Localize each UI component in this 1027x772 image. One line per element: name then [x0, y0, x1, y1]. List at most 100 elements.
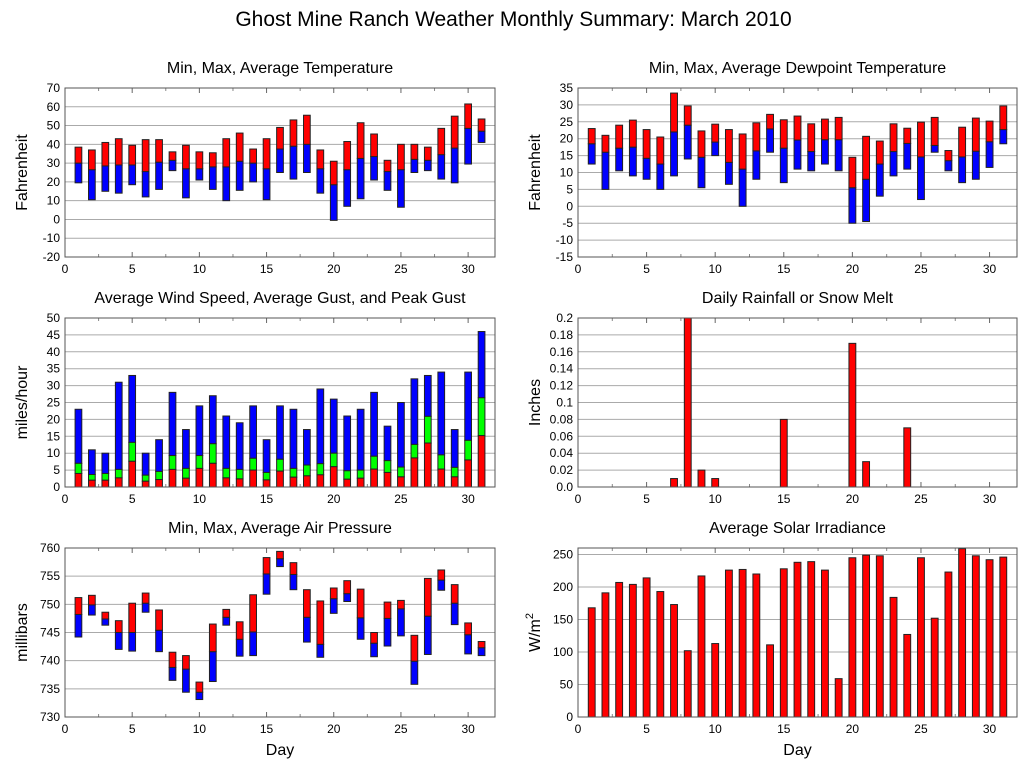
- bar-avg-to-max: [262, 557, 271, 575]
- x-tick-label: 25: [394, 262, 408, 276]
- bar-avg-to-max: [683, 105, 692, 126]
- bar-avg-gust: [128, 441, 137, 462]
- bar-avg-to-max: [303, 589, 311, 618]
- bar-min-to-avg: [697, 156, 706, 189]
- bar-avg-to-max: [752, 122, 761, 152]
- y-tick-label: 25: [560, 115, 574, 129]
- bar: [862, 554, 871, 718]
- bar-min-to-avg: [834, 139, 843, 172]
- rainfall-chart: Daily Rainfall or Snow Melt 0.0 0.02 0.04 0.…: [514, 280, 1027, 510]
- bar: [697, 469, 706, 488]
- bar-min-to-avg: [329, 184, 338, 221]
- bar-peak-gust: [141, 452, 150, 476]
- bar-avg-to-max: [114, 620, 123, 633]
- bar-avg-wind: [262, 479, 271, 488]
- bar-avg-to-max: [999, 105, 1008, 131]
- bar: [848, 557, 857, 718]
- bar: [889, 596, 898, 718]
- plot-frame: [577, 87, 1018, 258]
- plot-frame: [64, 547, 496, 718]
- y-tick-label: 5: [53, 463, 60, 477]
- y-tick-label: 10: [560, 166, 574, 180]
- bar-min-to-avg: [128, 632, 137, 652]
- bar-avg-to-max: [222, 608, 231, 618]
- bar-avg-gust: [343, 470, 352, 480]
- x-tick-label: 30: [983, 492, 997, 506]
- plot-frame: [64, 87, 496, 258]
- bar-peak-gust: [450, 429, 459, 468]
- y-tick-label: 0.2: [556, 311, 573, 325]
- bar-min-to-avg: [423, 615, 432, 655]
- bar: [807, 561, 816, 718]
- bar-avg-wind: [437, 468, 446, 488]
- y-tick-label: 30: [47, 379, 61, 393]
- bar-avg-to-max: [128, 602, 137, 633]
- y-tick-label: 0.08: [550, 412, 574, 426]
- y-axis-label: Inches: [527, 379, 544, 426]
- bar-avg-to-max: [262, 138, 271, 170]
- bar-min-to-avg: [821, 139, 829, 165]
- bar-avg-to-max: [168, 151, 177, 161]
- bar-avg-to-max: [724, 129, 733, 163]
- bar-peak-gust: [477, 331, 486, 399]
- dewpoint-chart: Min, Max, Average Dewpoint Temperature -1…: [514, 50, 1027, 280]
- bar-min-to-avg: [262, 573, 271, 595]
- x-tick-label: 25: [914, 722, 928, 736]
- bar-min-to-avg: [410, 660, 419, 685]
- bar-avg-wind: [397, 476, 405, 488]
- bar-min-to-avg: [903, 142, 912, 170]
- bar-peak-gust: [423, 374, 432, 417]
- bar-avg-wind: [303, 475, 311, 488]
- bar-avg-to-max: [697, 130, 706, 158]
- bar: [944, 571, 953, 718]
- bar: [779, 418, 788, 488]
- bar-peak-gust: [356, 408, 365, 471]
- x-tick-label: 30: [983, 722, 997, 736]
- bar-min-to-avg: [437, 154, 446, 180]
- plot-frame: [577, 547, 1018, 718]
- bar-avg-gust: [397, 466, 405, 478]
- bar-min-to-avg: [601, 151, 610, 190]
- y-tick-label: 750: [40, 597, 60, 611]
- bar-peak-gust: [397, 402, 405, 468]
- bar-avg-to-max: [128, 144, 137, 166]
- bar-avg-gust: [195, 455, 204, 469]
- bar-avg-to-max: [289, 562, 298, 575]
- y-tick-label: -10: [556, 233, 574, 247]
- bar-avg-wind: [410, 457, 419, 488]
- bar-avg-to-max: [656, 136, 665, 165]
- bar-avg-gust: [141, 474, 150, 482]
- x-tick-label: 0: [575, 262, 582, 276]
- x-tick-label: 15: [777, 262, 791, 276]
- y-tick-label: 0: [566, 199, 573, 213]
- bar-min-to-avg: [168, 159, 177, 172]
- bar-avg-to-max: [985, 120, 994, 143]
- bar-peak-gust: [249, 405, 257, 459]
- bar-avg-to-max: [889, 123, 898, 153]
- bar: [697, 575, 706, 718]
- bar-min-to-avg: [464, 127, 472, 165]
- bar-min-to-avg: [329, 598, 338, 614]
- bar-avg-to-max: [329, 587, 338, 600]
- x-tick-label: 25: [914, 492, 928, 506]
- bar-avg-to-max: [944, 150, 953, 162]
- bar: [862, 461, 871, 488]
- bar-min-to-avg: [276, 148, 284, 173]
- bar-avg-to-max: [329, 160, 338, 186]
- bar: [971, 555, 980, 718]
- bar-min-to-avg: [628, 146, 637, 177]
- bar-avg-to-max: [711, 123, 720, 143]
- bar-avg-to-max: [303, 114, 311, 145]
- bar-avg-wind: [423, 442, 432, 488]
- bar-min-to-avg: [656, 163, 665, 190]
- y-tick-label: 0: [566, 710, 573, 724]
- bar-min-to-avg: [477, 130, 486, 143]
- bar-min-to-avg: [141, 602, 150, 613]
- bar: [628, 583, 637, 718]
- y-tick-label: 0.1: [556, 396, 573, 410]
- bar-avg-to-max: [971, 117, 980, 152]
- bar-peak-gust: [329, 398, 338, 454]
- x-tick-label: 5: [643, 262, 650, 276]
- y-tick-label: 50: [560, 678, 574, 692]
- plot-frame: [64, 317, 496, 488]
